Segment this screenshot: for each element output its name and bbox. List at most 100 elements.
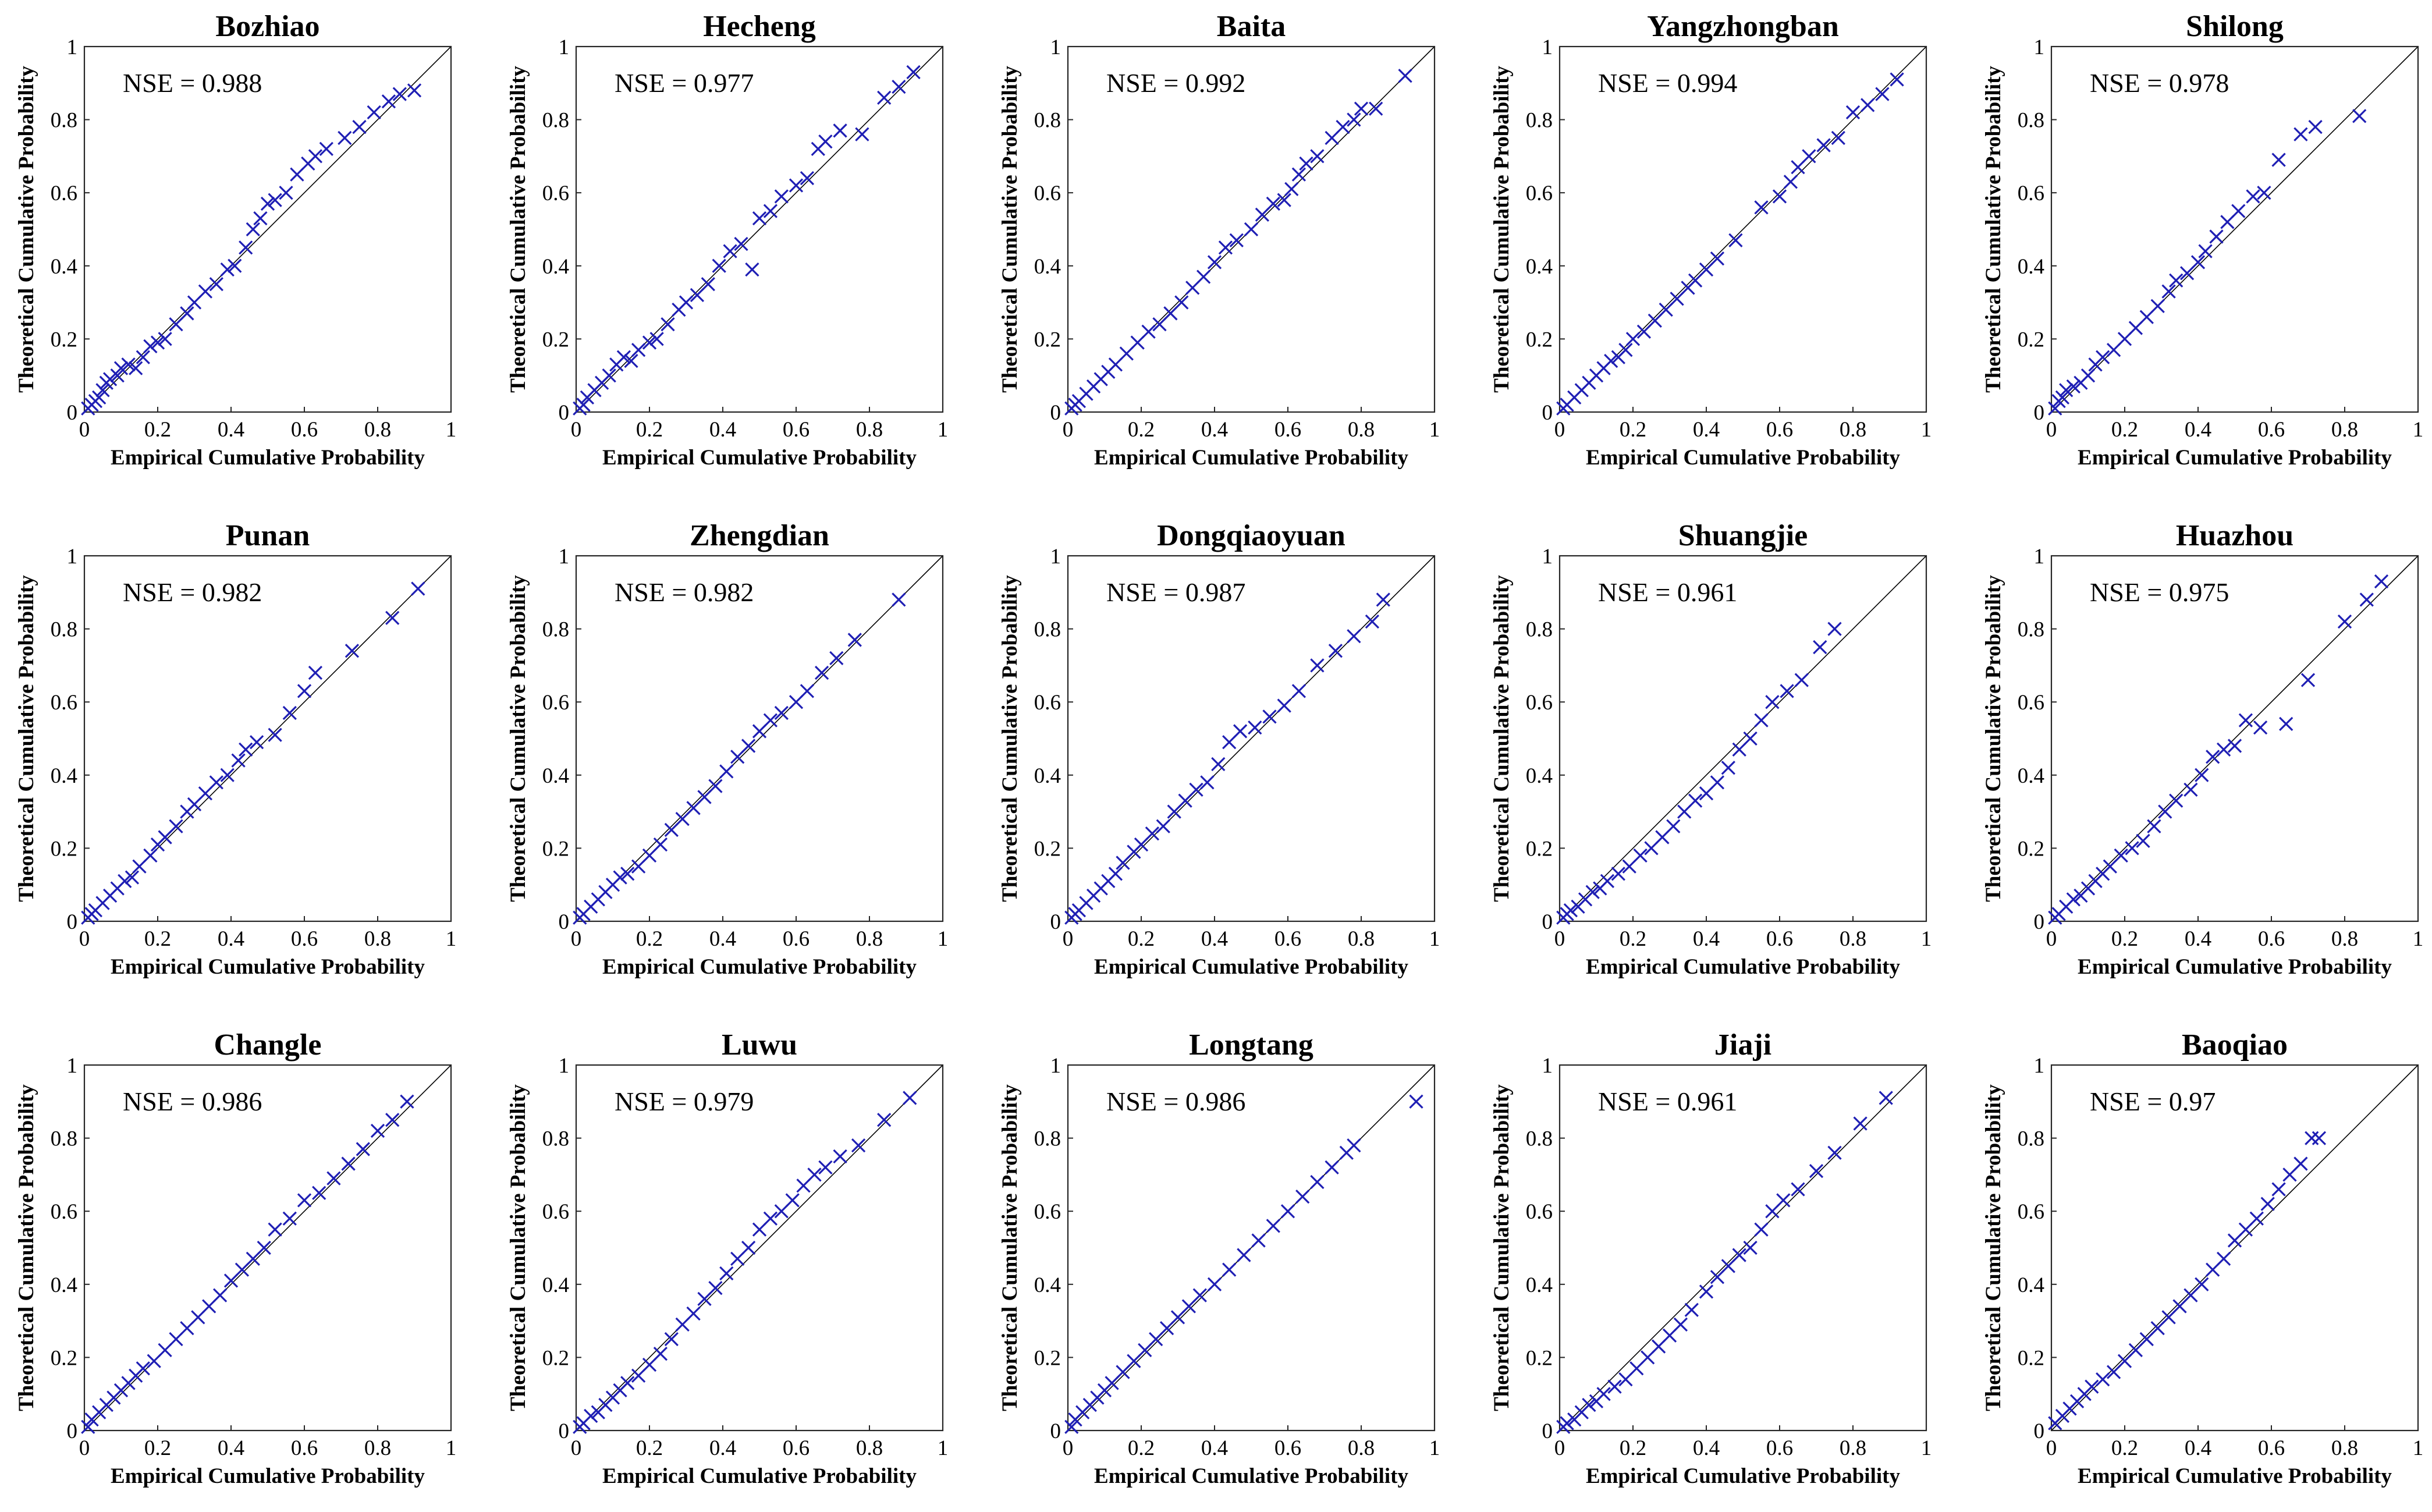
- x-tick-label: 0: [2046, 927, 2057, 951]
- data-point: [95, 383, 110, 397]
- data-point: [1699, 1284, 1714, 1299]
- y-tick-label: 0.6: [51, 1200, 77, 1224]
- data-point: [2080, 368, 2096, 383]
- data-point: [2227, 1233, 2242, 1248]
- data-point: [675, 812, 690, 826]
- data-point: [1200, 775, 1215, 790]
- y-axis-label: Theoretical Cumulative Probability: [506, 1084, 530, 1411]
- x-tick-label: 0.6: [1274, 1436, 1301, 1460]
- x-tick-label: 1: [446, 1436, 457, 1460]
- data-point: [1295, 1189, 1310, 1204]
- nse-annotation: NSE = 0.975: [2090, 577, 2229, 607]
- data-point: [2271, 152, 2286, 167]
- nse-annotation: NSE = 0.979: [615, 1087, 754, 1116]
- data-point: [1618, 1372, 1633, 1387]
- data-point: [1222, 735, 1237, 750]
- data-point: [1255, 207, 1270, 222]
- data-point: [180, 306, 194, 321]
- data-point: [260, 196, 275, 211]
- data-point: [2352, 109, 2367, 123]
- data-point: [1776, 1193, 1791, 1208]
- y-tick-label: 1: [1542, 36, 1553, 59]
- y-tick-label: 0.6: [1034, 182, 1061, 205]
- data-point: [1211, 757, 1226, 772]
- data-point: [202, 1299, 216, 1314]
- x-axis-label: Empirical Cumulative Probability: [2078, 1464, 2392, 1488]
- x-tick-label: 0: [571, 418, 582, 442]
- data-point: [1677, 804, 1692, 819]
- data-point: [143, 848, 158, 863]
- data-point: [1218, 240, 1233, 255]
- data-point: [1721, 761, 1735, 775]
- data-point: [679, 295, 694, 310]
- data-point: [1105, 1376, 1119, 1390]
- x-tick-label: 0.2: [1620, 418, 1646, 442]
- data-point: [268, 1222, 282, 1237]
- data-point: [326, 1171, 341, 1186]
- y-tick-label: 0.2: [1034, 328, 1061, 352]
- data-point: [2293, 1156, 2308, 1171]
- data-point: [2048, 401, 2062, 416]
- data-point: [1108, 357, 1123, 372]
- x-tick-label: 0: [79, 1436, 90, 1460]
- data-point: [239, 742, 253, 757]
- x-tick-label: 0.2: [636, 418, 663, 442]
- x-tick-label: 0.8: [2331, 418, 2358, 442]
- data-point: [818, 1160, 833, 1174]
- data-point: [1772, 189, 1787, 204]
- data-point: [631, 859, 646, 874]
- data-point: [2139, 1332, 2154, 1347]
- y-tick-label: 0.6: [1034, 691, 1061, 715]
- x-tick-label: 1: [2413, 418, 2424, 442]
- y-tick-label: 0.6: [542, 1200, 569, 1224]
- data-point: [719, 764, 734, 779]
- x-tick-label: 0.4: [2185, 1436, 2211, 1460]
- data-point: [1244, 222, 1259, 237]
- data-point: [2184, 782, 2198, 797]
- data-point: [2337, 614, 2352, 629]
- x-axis-label: Empirical Cumulative Probability: [1586, 955, 1900, 979]
- y-tick-label: 0.8: [542, 109, 569, 133]
- data-point: [1398, 69, 1412, 83]
- data-point: [1409, 1094, 1423, 1109]
- nse-annotation: NSE = 0.978: [2090, 68, 2229, 98]
- reference-line: [84, 1064, 452, 1431]
- y-axis-label: Theoretical Cumulative Probability: [998, 575, 1022, 902]
- y-tick-label: 0.4: [2018, 764, 2044, 788]
- y-tick-label: 0.4: [51, 255, 77, 279]
- y-axis-label: Theoretical Cumulative Probability: [506, 66, 530, 393]
- data-point: [2374, 574, 2389, 589]
- x-tick-label: 0.4: [218, 927, 244, 951]
- data-point: [392, 87, 407, 101]
- data-point: [290, 167, 304, 182]
- data-point: [675, 1317, 690, 1332]
- data-point: [81, 1419, 95, 1434]
- data-point: [1291, 684, 1306, 698]
- data-point: [1809, 1163, 1824, 1179]
- y-axis-label: Theoretical Cumulative Probability: [1490, 1084, 1514, 1411]
- y-tick-label: 1: [2034, 36, 2045, 59]
- y-tick-label: 1: [559, 545, 570, 569]
- data-point: [2195, 768, 2209, 782]
- data-point: [381, 94, 396, 109]
- y-axis-label: Theoretical Cumulative Probability: [1982, 1084, 2005, 1411]
- data-point: [150, 335, 165, 350]
- x-tick-label: 0.6: [1766, 418, 1793, 442]
- x-tick-label: 0.4: [1201, 418, 1228, 442]
- y-tick-label: 0.6: [1034, 1200, 1061, 1224]
- data-point: [877, 90, 892, 105]
- data-point: [1354, 101, 1369, 116]
- data-point: [385, 1113, 400, 1127]
- x-tick-label: 0.4: [1201, 1436, 1228, 1460]
- data-point: [1636, 324, 1652, 339]
- data-point: [1783, 175, 1798, 189]
- y-tick-label: 0.6: [542, 691, 569, 715]
- data-point: [2198, 244, 2213, 258]
- data-point: [807, 1167, 822, 1182]
- data-point: [2279, 716, 2293, 732]
- x-tick-label: 1: [938, 1436, 949, 1460]
- x-axis-label: Empirical Cumulative Probability: [111, 955, 425, 979]
- x-tick-label: 1: [1921, 927, 1932, 951]
- reference-line: [1559, 555, 1927, 922]
- nse-annotation: NSE = 0.994: [1598, 68, 1737, 98]
